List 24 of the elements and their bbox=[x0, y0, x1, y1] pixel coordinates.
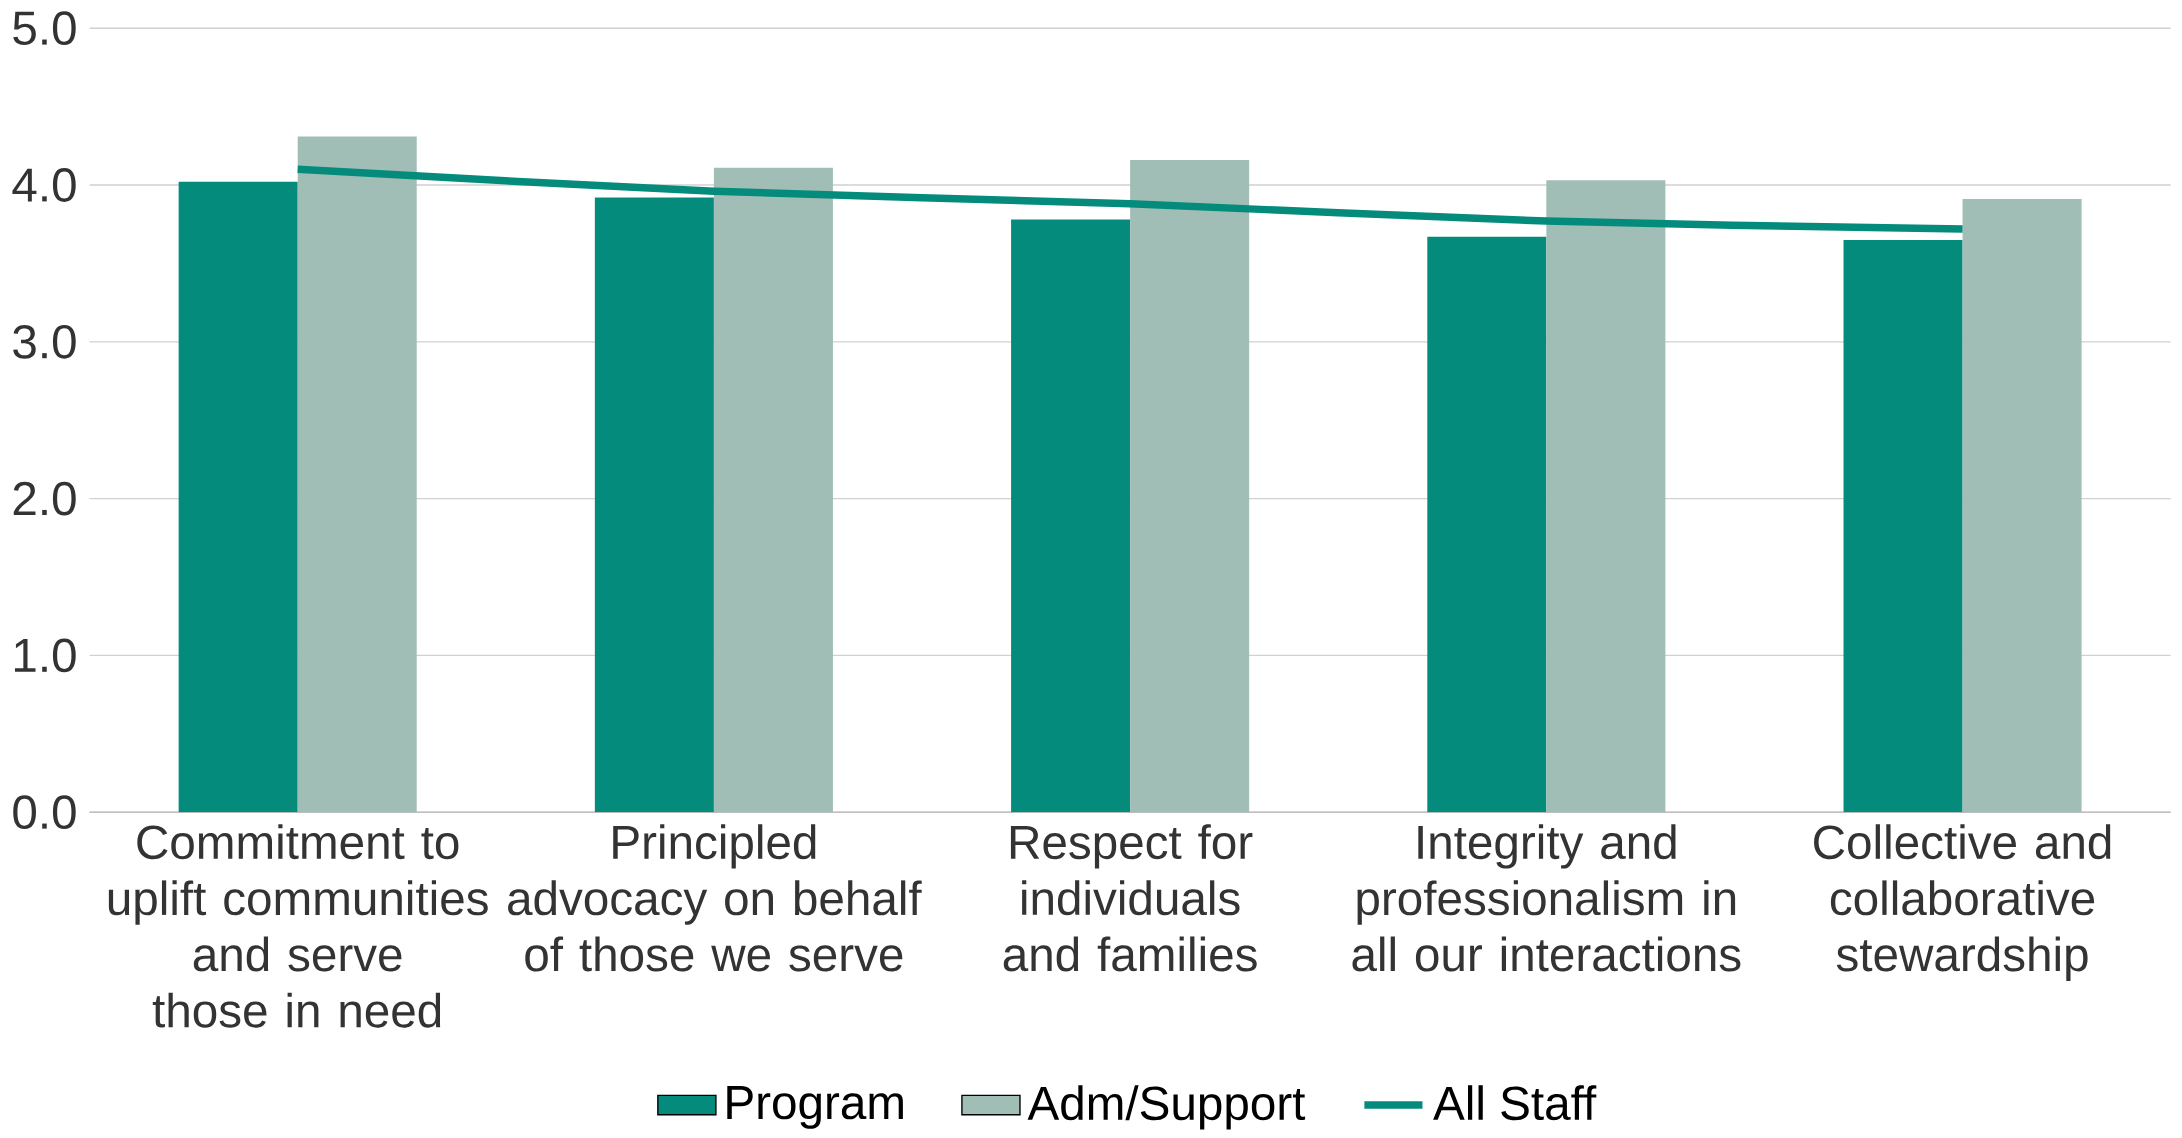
bar bbox=[1843, 239, 1963, 813]
x-tick-label: Integrity and professionalism in all our interactions bbox=[1352, 824, 1741, 972]
bar bbox=[1130, 159, 1250, 813]
x-tick-label: Collective and collaborative stewardship bbox=[1814, 824, 2111, 981]
y-tick-label: 0.0 bbox=[13, 795, 76, 829]
bar bbox=[1011, 219, 1131, 813]
bar bbox=[1962, 198, 2082, 813]
x-tick-label: Commitment to uplift communities and serve those in need bbox=[108, 824, 488, 1028]
bar bbox=[1427, 236, 1547, 813]
bar bbox=[1546, 180, 1666, 813]
bar bbox=[594, 197, 714, 813]
x-tick-label: Principled advocacy on behalf of those we serve bbox=[508, 824, 922, 972]
x-tick-label: Respect for individuals and families bbox=[1003, 824, 1257, 972]
y-tick-label: 3.0 bbox=[13, 324, 76, 359]
y-tick-label: 5.0 bbox=[13, 11, 76, 45]
bar bbox=[713, 167, 833, 813]
legend-label: Adm/Support bbox=[1027, 1085, 1306, 1130]
legend-label: All Staff bbox=[1433, 1085, 1597, 1121]
y-tick-label: 2.0 bbox=[13, 481, 76, 516]
legend-label: Program bbox=[727, 1085, 903, 1129]
bar bbox=[178, 181, 298, 813]
y-tick-label: 1.0 bbox=[14, 638, 76, 673]
bar bbox=[297, 136, 417, 813]
y-tick-label: 4.0 bbox=[12, 167, 76, 202]
